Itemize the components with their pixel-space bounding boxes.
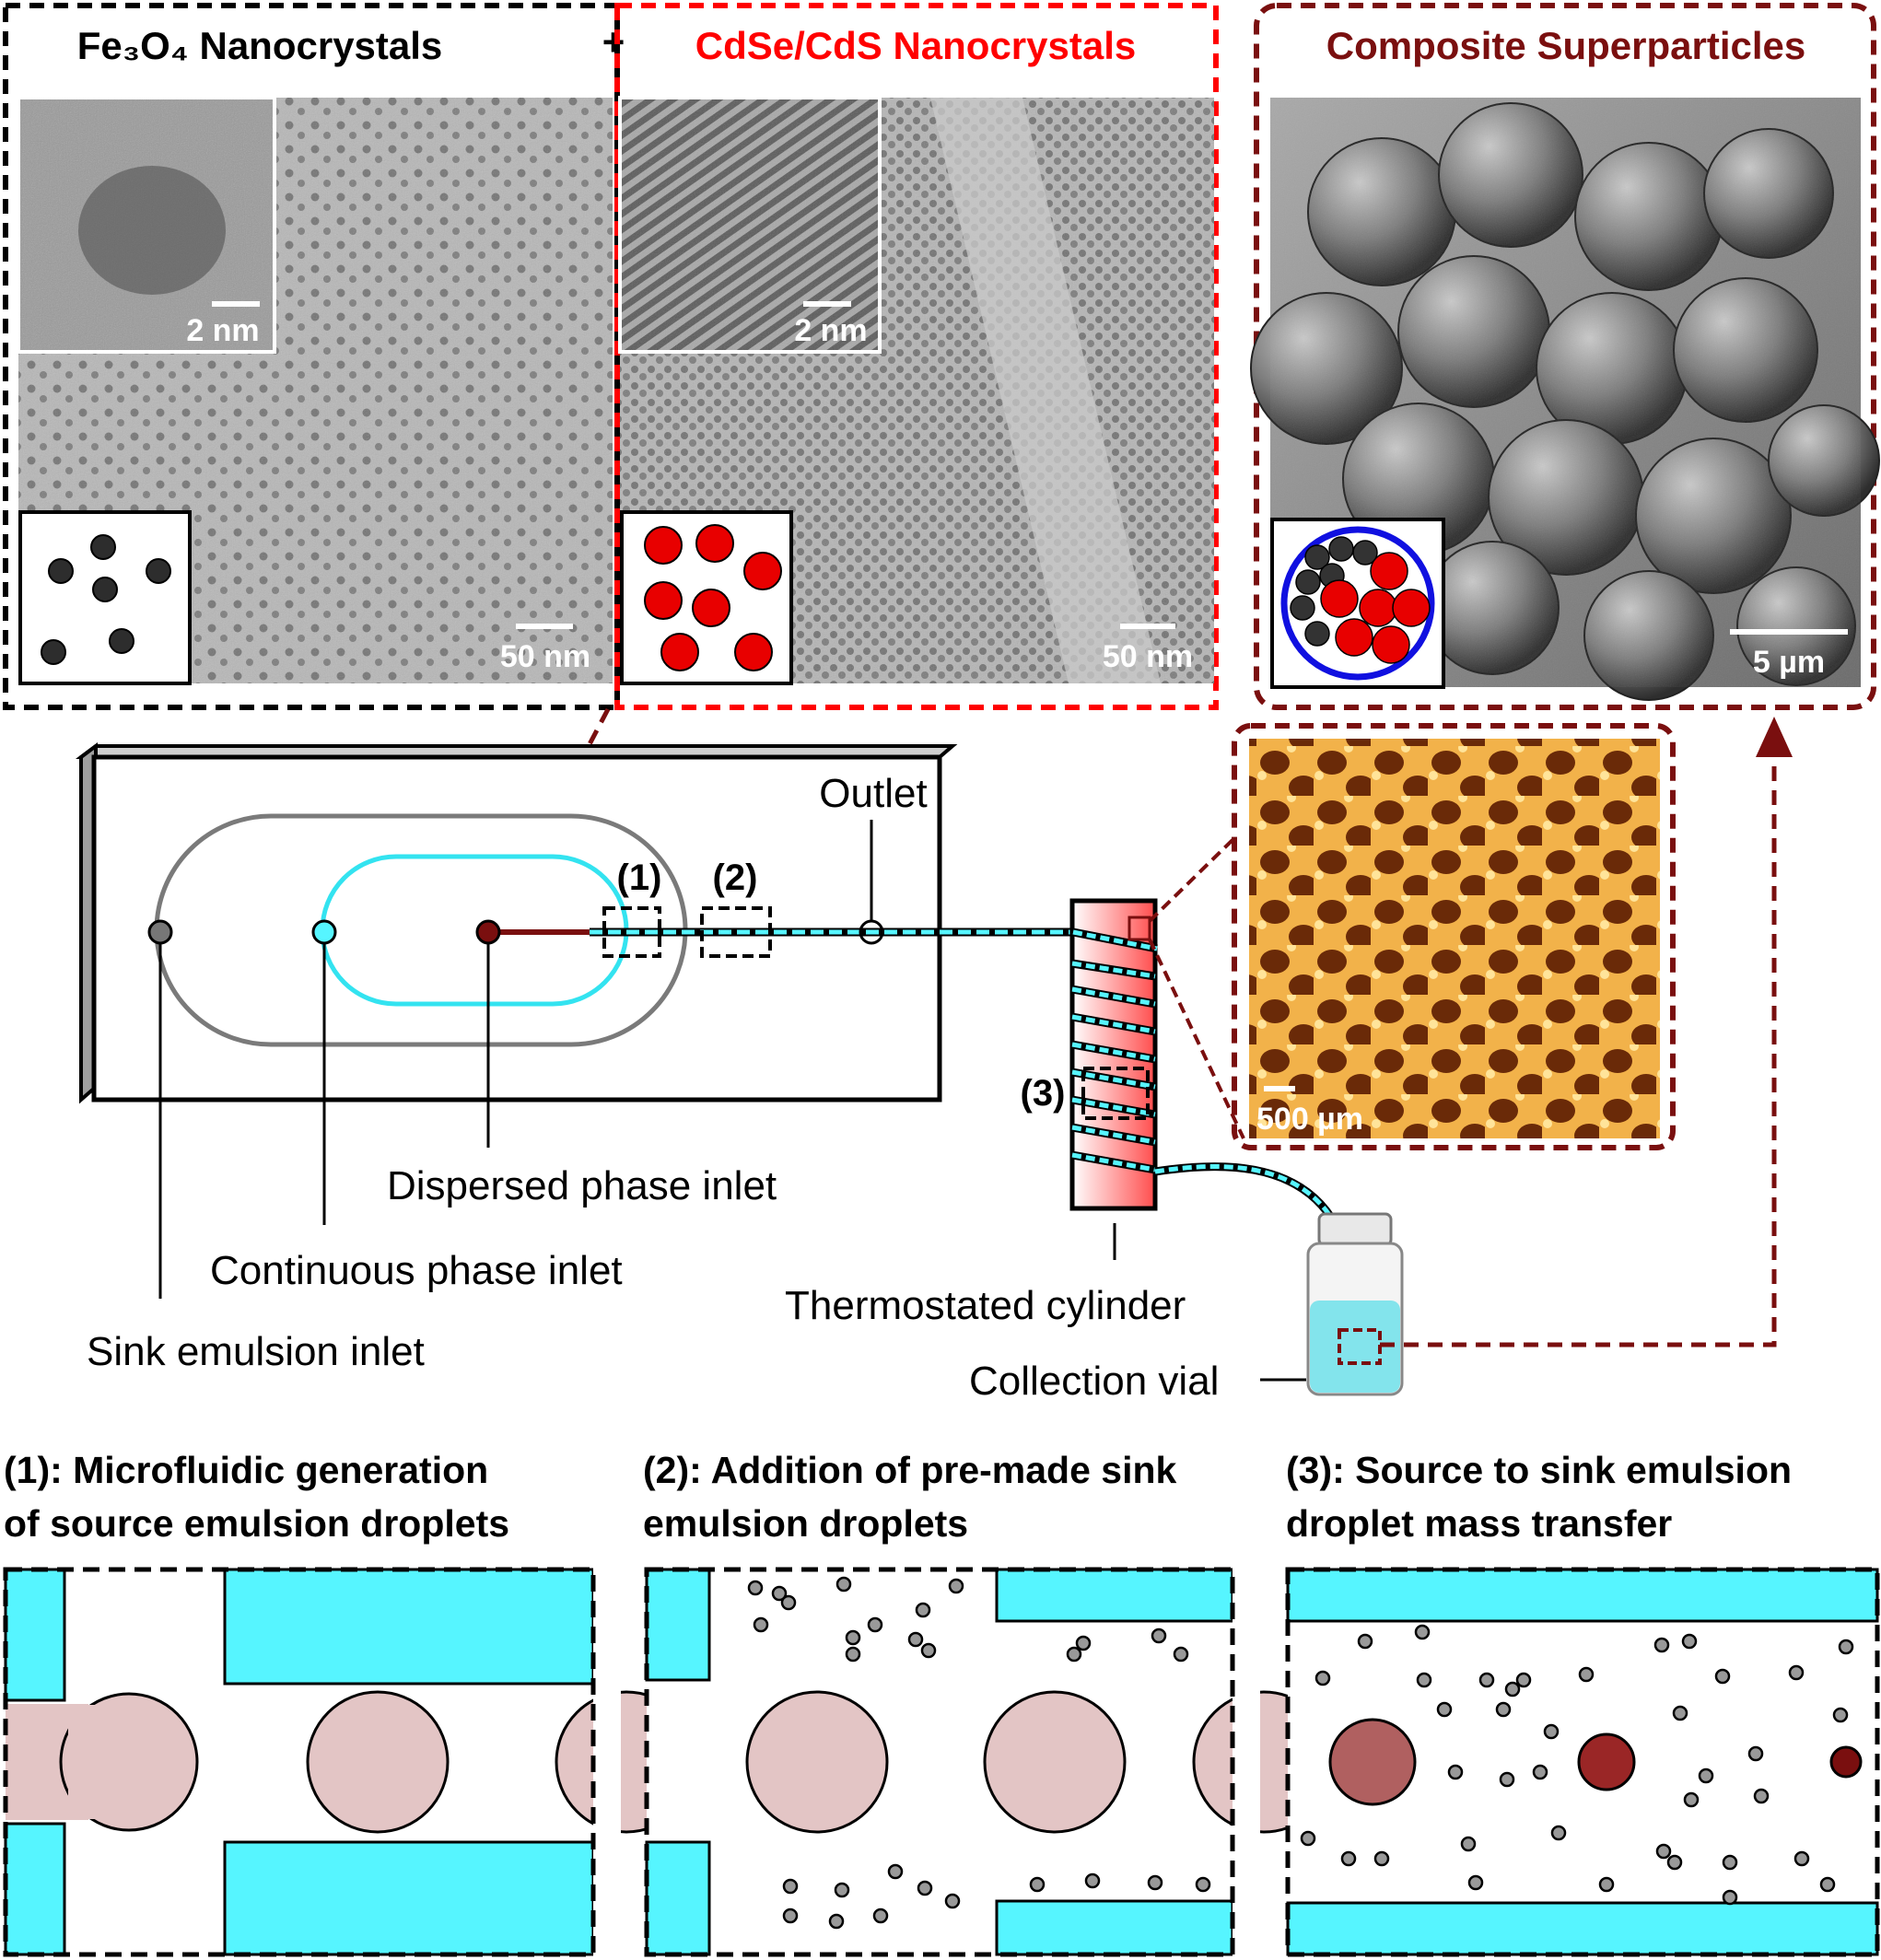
fe3o4-panel: Fe₃O₄ Nanocrystals 2 nm 50 nm [3,3,620,710]
marker-box-3 [1081,1067,1150,1120]
step3-sink-droplets [1300,1624,1854,1906]
fe3o4-inset-scale-label: 2 nm [186,313,259,348]
optical-micrograph-panel: 500 µm [1232,723,1676,1150]
continuous-inlet-label: Continuous phase inlet [210,1248,623,1293]
marker-label-3: (3) [1021,1073,1066,1114]
zoom-line-lower [1148,939,1245,1139]
cdse-panel-border [614,3,1219,710]
marker-box-1 [602,906,661,958]
fe3o4-title: Fe₃O₄ Nanocrystals [77,24,443,67]
cdse-nanocrystal-schematic [620,510,793,685]
shrinking-droplet-large [1328,1718,1417,1806]
step2-title-line1: (2): Addition of pre-made sink [643,1449,1177,1491]
composite-panel: Composite Superparticles [1250,3,1880,710]
composite-title: Composite Superparticles [1326,24,1805,67]
fe3o4-panel-border [3,3,620,710]
cdse-title: CdSe/CdS Nanocrystals [695,24,1137,67]
dispersed-inlet-label: Dispersed phase inlet [387,1163,777,1208]
step1-title-line2: of source emulsion droplets [4,1502,509,1545]
marker-label-2: (2) [713,858,758,898]
fe3o4-hrtem-inset: 2 nm [17,96,276,354]
plus-sign: + [602,20,625,64]
cylinder-zoom-box [1127,916,1151,941]
shrinking-droplet-medium [1577,1732,1636,1791]
cdse-scale-label: 50 nm [1103,639,1193,674]
fe3o4-scale-label: 50 nm [500,639,590,674]
vial-to-composite-arrow [1380,717,1793,1348]
outlet-label: Outlet [819,771,927,816]
step1-title-line1: (1): Microfluidic generation [4,1449,488,1491]
sink-inlet-label: Sink emulsion inlet [87,1329,425,1374]
dispersed-inlet-port [475,919,501,945]
superparticle-schematic [1270,518,1445,689]
zoom-line-upper [1148,836,1236,923]
cdse-inset-scale-label: 2 nm [794,313,867,348]
step2-panel [644,1566,1336,1960]
optical-scale-label: 500 µm [1256,1102,1363,1137]
vial-label: Collection vial [969,1359,1219,1404]
marker-box-2 [700,906,772,958]
step1-panel [3,1566,698,1960]
cylinder-label: Thermostated cylinder [785,1283,1186,1328]
fe3o4-nanocrystal-schematic [18,510,192,685]
marker-label-1: (1) [617,858,662,898]
shrinking-droplet-small [1829,1745,1863,1779]
sink-inlet-port [147,919,173,945]
step3-title-line1: (3): Source to sink emulsion [1286,1449,1792,1491]
thermostated-cylinder: (3) Thermostated cylinder [785,898,1186,1328]
step3-title-line2: droplet mass transfer [1286,1502,1672,1545]
cdse-panel: CdSe/CdS Nanocrystals 2 nm [614,3,1219,710]
collection-vial: Collection vial [969,1212,1404,1404]
honeycomb-image [1249,739,1660,1138]
sem-scale-label: 5 µm [1753,645,1825,680]
step3-panel [1285,1567,1880,1957]
optical-panel-border [1232,723,1676,1150]
microfluidic-chip: (1) (2) Outlet Dispersed phase inlet Con… [76,742,1073,1374]
step2-sink-droplets [747,1576,1211,1930]
cdse-hrtem-inset: 2 nm [618,96,882,354]
step2-title-line2: emulsion droplets [643,1502,968,1545]
continuous-inlet-port [311,919,337,945]
